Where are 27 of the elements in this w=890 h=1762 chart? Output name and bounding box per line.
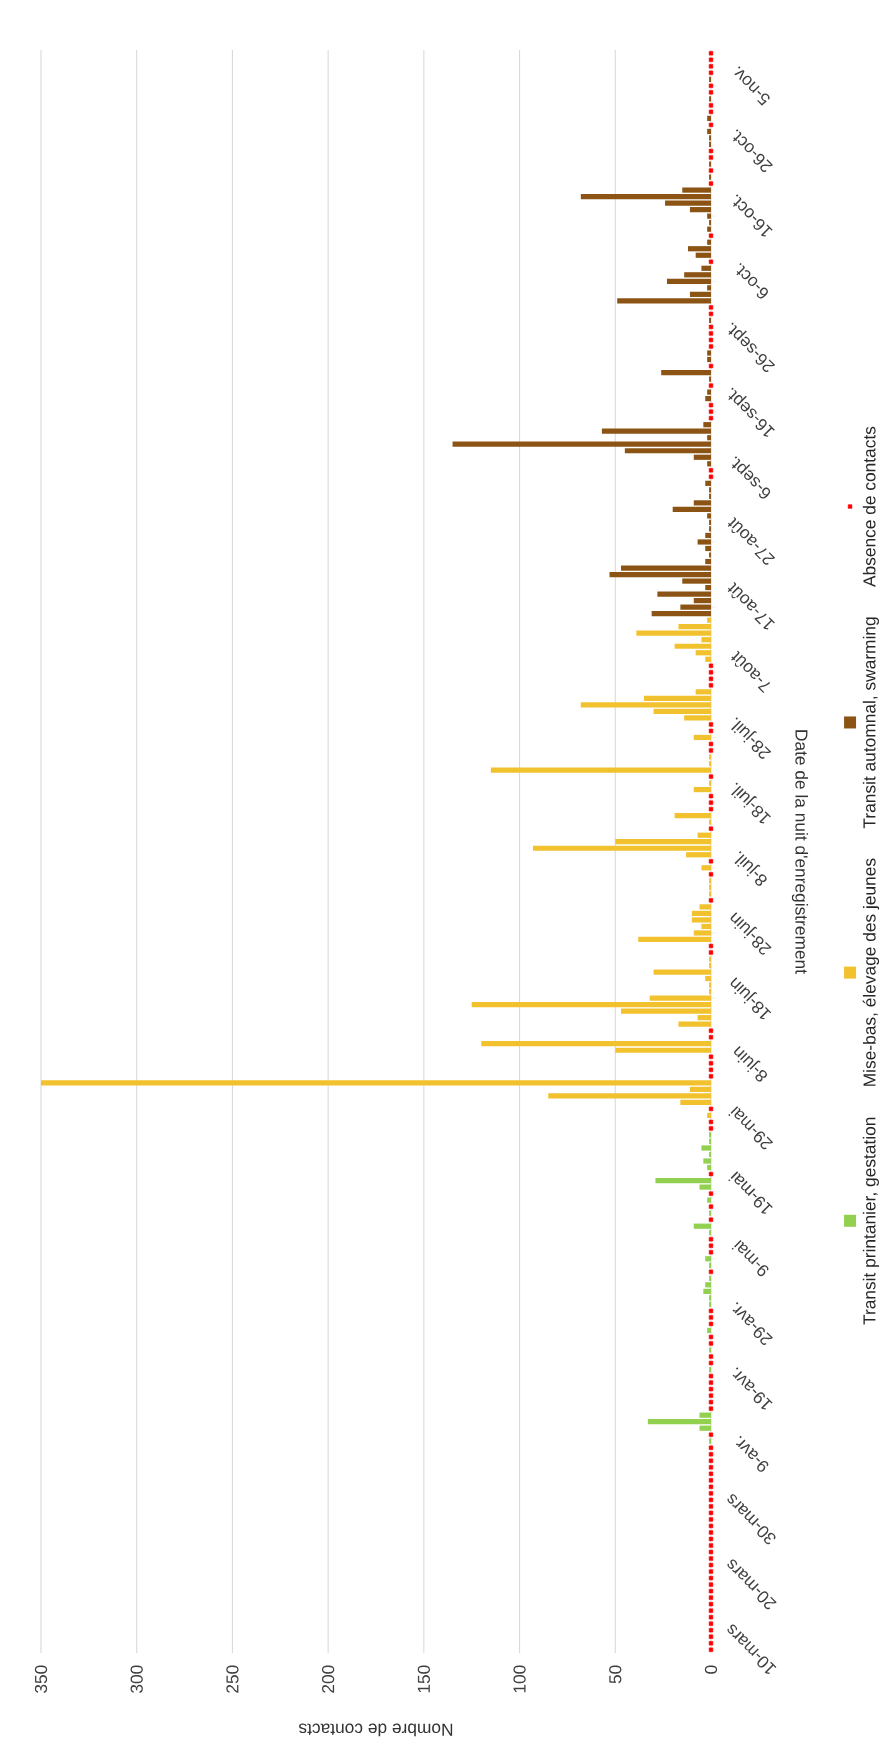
x-tick-label: 100 (513, 1665, 526, 1693)
bar (680, 1099, 711, 1105)
x-tick-label: 50 (609, 1665, 622, 1684)
x-tick-label: 200 (321, 1665, 335, 1693)
bar (693, 734, 711, 741)
y-axis-title: Date de la nuit d'enregistrement (791, 730, 809, 974)
legend-label: Transit printanier, gestation (862, 1117, 879, 1325)
x-tick-label: 250 (226, 1665, 239, 1693)
bar (678, 1021, 711, 1027)
x-tick-label: 300 (130, 1665, 143, 1693)
x-tick-label: 350 (34, 1665, 48, 1693)
bar (695, 689, 711, 695)
x-tick-label: 0 (704, 1665, 718, 1674)
bar (40, 1080, 711, 1086)
legend-label: Transit automnal, swarming (862, 617, 879, 829)
bar (703, 422, 711, 428)
bar (481, 1041, 711, 1047)
bar (615, 1047, 711, 1053)
bar (695, 252, 711, 258)
bar (674, 813, 711, 819)
bar (699, 904, 711, 910)
x-axis-title: Nombre de contacts (299, 1723, 453, 1737)
bar (701, 865, 711, 871)
legend-label: Mise-bas, élevage des jeunes (862, 858, 880, 1086)
x-tick-label: 150 (417, 1665, 430, 1693)
bar (699, 1425, 711, 1431)
legend-label: Absence de contacts (862, 426, 876, 587)
